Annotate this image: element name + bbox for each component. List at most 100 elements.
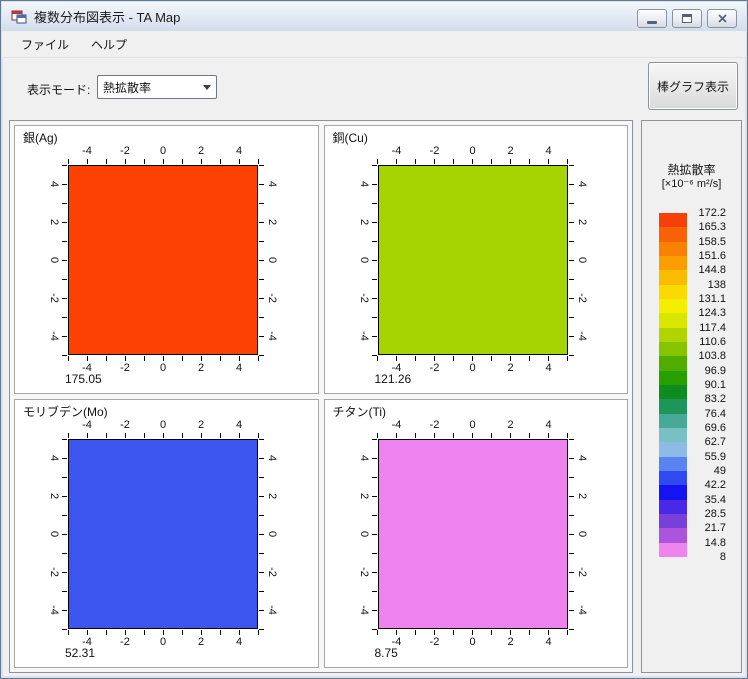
axis-tick (568, 571, 574, 573)
bar-graph-button[interactable]: 棒グラフ表示 (648, 62, 738, 110)
axis-tick-label: 4 (357, 454, 370, 462)
colorbar-segment (659, 513, 687, 529)
plot-area: -4 -4 -4 -4 -2 -2 -2 -2 0 0 0 0 2 2 2 2 4 4 4 4 (48, 145, 278, 374)
panel-value: 52.31 (65, 646, 96, 660)
axis-tick-label: -4 (266, 605, 278, 615)
axis-tick (62, 259, 67, 261)
axis-tick (568, 259, 574, 261)
colorbar-segment (659, 255, 687, 271)
menu-file[interactable]: ファイル (21, 37, 70, 52)
colorbar-label: 49 (713, 465, 726, 477)
axis-tick-label: 2 (357, 492, 370, 500)
axis-tick (181, 356, 183, 361)
axis-tick-label: 2 (197, 419, 205, 431)
axis-tick (143, 356, 145, 361)
maximize-button[interactable] (672, 9, 702, 28)
axis-tick (259, 495, 264, 497)
axis-tick-label: 2 (266, 218, 278, 226)
axis-tick (259, 297, 264, 299)
colorbar-label: 110.6 (699, 336, 726, 348)
axis-tick (105, 356, 107, 361)
axis-tick (86, 356, 88, 361)
axis-tick-label: -2 (120, 636, 130, 648)
axis-tick (453, 159, 454, 164)
heatmap (377, 439, 568, 629)
axis-tick-label: 0 (159, 145, 167, 157)
axis-tick (491, 159, 492, 164)
axis-tick (568, 609, 574, 611)
axis-tick-label: -2 (429, 636, 440, 648)
axis-tick (491, 433, 492, 438)
axis-tick-label: -2 (357, 567, 370, 577)
axis-tick (568, 457, 574, 459)
axis-tick (200, 356, 202, 361)
panel-value: 121.26 (374, 372, 412, 386)
axis-tick (105, 433, 107, 438)
display-mode-select[interactable]: 熱拡散率 (97, 75, 217, 99)
colorbar-segment (659, 528, 687, 543)
axis-tick (371, 571, 377, 573)
axis-tick (259, 457, 264, 459)
axis-tick (434, 433, 435, 438)
axis-tick (396, 159, 397, 164)
colorbar-label: 165.3 (698, 221, 726, 234)
colorbar-segment (659, 313, 687, 328)
axis-tick (415, 159, 416, 164)
axis-tick (371, 278, 377, 280)
colorbar-label: 90.1 (704, 379, 726, 391)
axis-tick (124, 433, 126, 438)
axis-tick-label: -4 (266, 331, 278, 341)
axis-tick (567, 433, 568, 438)
axis-tick (371, 221, 377, 223)
colorbar-label: 144.8 (698, 264, 726, 277)
menu-help[interactable]: ヘルプ (91, 37, 128, 52)
heatmap (68, 165, 258, 355)
axis-tick (238, 356, 240, 361)
axis-tick (568, 476, 574, 478)
axis-tick (67, 356, 69, 361)
title-bar[interactable]: 複数分布図表示 - TA Map (2, 2, 746, 31)
axis-tick (396, 433, 397, 438)
axis-tick-label: -2 (429, 419, 440, 431)
panel-title: 銀(Ag) (23, 131, 58, 145)
axis-tick (219, 630, 221, 635)
axis-tick-label: 2 (575, 218, 588, 226)
axis-tick (568, 335, 574, 337)
axis-tick-label: 4 (235, 145, 243, 157)
axis-tick (181, 159, 183, 164)
minimize-button[interactable] (637, 9, 667, 28)
colorbar-segment (659, 456, 687, 471)
axis-tick (371, 476, 377, 478)
axis-tick-label: -4 (575, 605, 588, 615)
axis-tick-label: 2 (197, 145, 205, 157)
axis-tick-label: 2 (266, 492, 278, 500)
axis-tick (568, 240, 574, 242)
colorbar-label: 76.4 (704, 407, 726, 420)
axis-tick (529, 630, 530, 635)
colorbar-label: 151.6 (698, 250, 726, 262)
axis-tick (259, 278, 264, 280)
axis-tick (238, 159, 240, 164)
legend-unit: [×10⁻⁶ m²/s] (661, 178, 722, 190)
axis-tick (371, 533, 377, 535)
axis-tick (257, 159, 259, 164)
axis-tick (568, 438, 574, 440)
maximize-icon (682, 14, 692, 23)
axis-tick (568, 278, 574, 280)
axis-tick-label: 2 (357, 218, 370, 226)
axis-tick (377, 433, 378, 438)
axis-tick (257, 630, 259, 635)
axis-tick (62, 552, 67, 554)
axis-tick-label: -4 (82, 362, 92, 374)
axis-tick-label: -4 (82, 145, 92, 157)
axis-tick (259, 438, 264, 440)
close-button[interactable] (707, 9, 737, 28)
axis-tick (510, 630, 511, 635)
axis-tick (371, 316, 377, 318)
axis-tick (62, 316, 67, 318)
axis-tick (548, 433, 549, 438)
colorbar-label: 69.6 (704, 422, 726, 434)
colorbar-label: 28.5 (704, 508, 726, 520)
axis-tick (257, 356, 259, 361)
axis-tick (568, 495, 574, 497)
